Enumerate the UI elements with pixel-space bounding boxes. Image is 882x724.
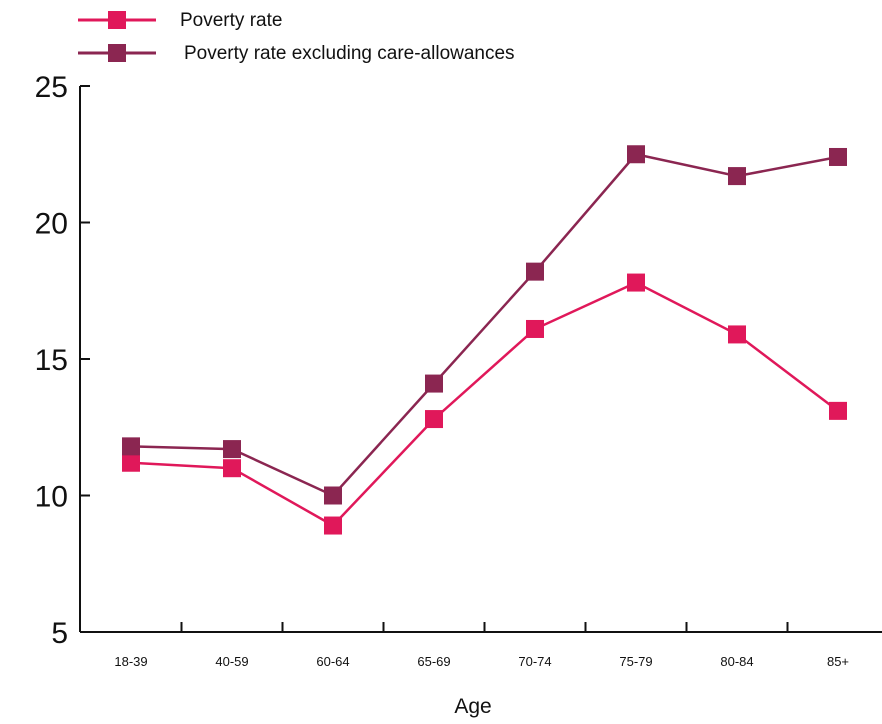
- data-point-poverty-rate-excluding-care-allowances: [122, 437, 140, 456]
- x-tick-label: 40-59: [215, 654, 248, 669]
- y-tick-label: 10: [35, 481, 68, 514]
- legend-item-poverty-rate-excluding-care-allowances: Poverty rate excluding care-allowances: [78, 43, 515, 64]
- legend-marker-poverty-rate-excluding-care-allowances: [108, 44, 126, 62]
- x-tick-label: 80-84: [720, 654, 753, 669]
- x-tick-label: 18-39: [114, 654, 147, 669]
- series-line-poverty-rate: [130, 281, 839, 528]
- series-layer: [122, 145, 847, 535]
- data-point-poverty-rate-excluding-care-allowances: [526, 262, 544, 281]
- series-line-poverty-rate-excluding-care-allowances: [130, 152, 839, 498]
- x-axis-title: Age: [454, 695, 491, 718]
- data-point-poverty-rate: [324, 516, 342, 535]
- series-poverty-rate: [122, 273, 847, 535]
- legend-label-poverty-rate: Poverty rate: [180, 10, 282, 31]
- data-point-poverty-rate: [223, 459, 241, 478]
- x-ticks: 18-39 40-59 60-64 65-69 70-74 75-79 80-84 85+: [114, 622, 849, 669]
- y-tick-label: 25: [35, 71, 68, 104]
- data-point-poverty-rate-excluding-care-allowances: [728, 167, 746, 186]
- data-point-poverty-rate-excluding-care-allowances: [627, 145, 645, 164]
- axes: [79, 86, 882, 633]
- data-point-poverty-rate: [728, 325, 746, 344]
- legend-marker-poverty-rate: [108, 11, 126, 29]
- y-tick-label: 20: [35, 208, 68, 241]
- legend-label-poverty-rate-excluding-care-allowances: Poverty rate excluding care-allowances: [184, 43, 515, 64]
- data-point-poverty-rate-excluding-care-allowances: [223, 440, 241, 459]
- y-ticks: 5 10 15 20 25: [35, 71, 90, 650]
- data-point-poverty-rate: [526, 319, 544, 338]
- x-tick-label: 85+: [827, 654, 849, 669]
- series-poverty-rate-excluding-care-allowances: [122, 145, 847, 505]
- data-point-poverty-rate-excluding-care-allowances: [425, 374, 443, 393]
- data-point-poverty-rate-excluding-care-allowances: [324, 486, 342, 505]
- x-tick-label: 70-74: [518, 654, 551, 669]
- x-tick-label: 65-69: [417, 654, 450, 669]
- y-tick-label: 5: [51, 617, 68, 650]
- data-point-poverty-rate: [829, 401, 847, 420]
- data-point-poverty-rate: [627, 273, 645, 292]
- legend-item-poverty-rate: Poverty rate: [78, 10, 282, 31]
- x-tick-label: 60-64: [316, 654, 349, 669]
- data-point-poverty-rate-excluding-care-allowances: [829, 147, 847, 166]
- data-point-poverty-rate: [122, 453, 140, 472]
- data-point-poverty-rate: [425, 410, 443, 429]
- y-tick-label: 15: [35, 344, 68, 377]
- x-tick-label: 75-79: [619, 654, 652, 669]
- legend: Poverty rate Poverty rate excluding care…: [78, 10, 515, 64]
